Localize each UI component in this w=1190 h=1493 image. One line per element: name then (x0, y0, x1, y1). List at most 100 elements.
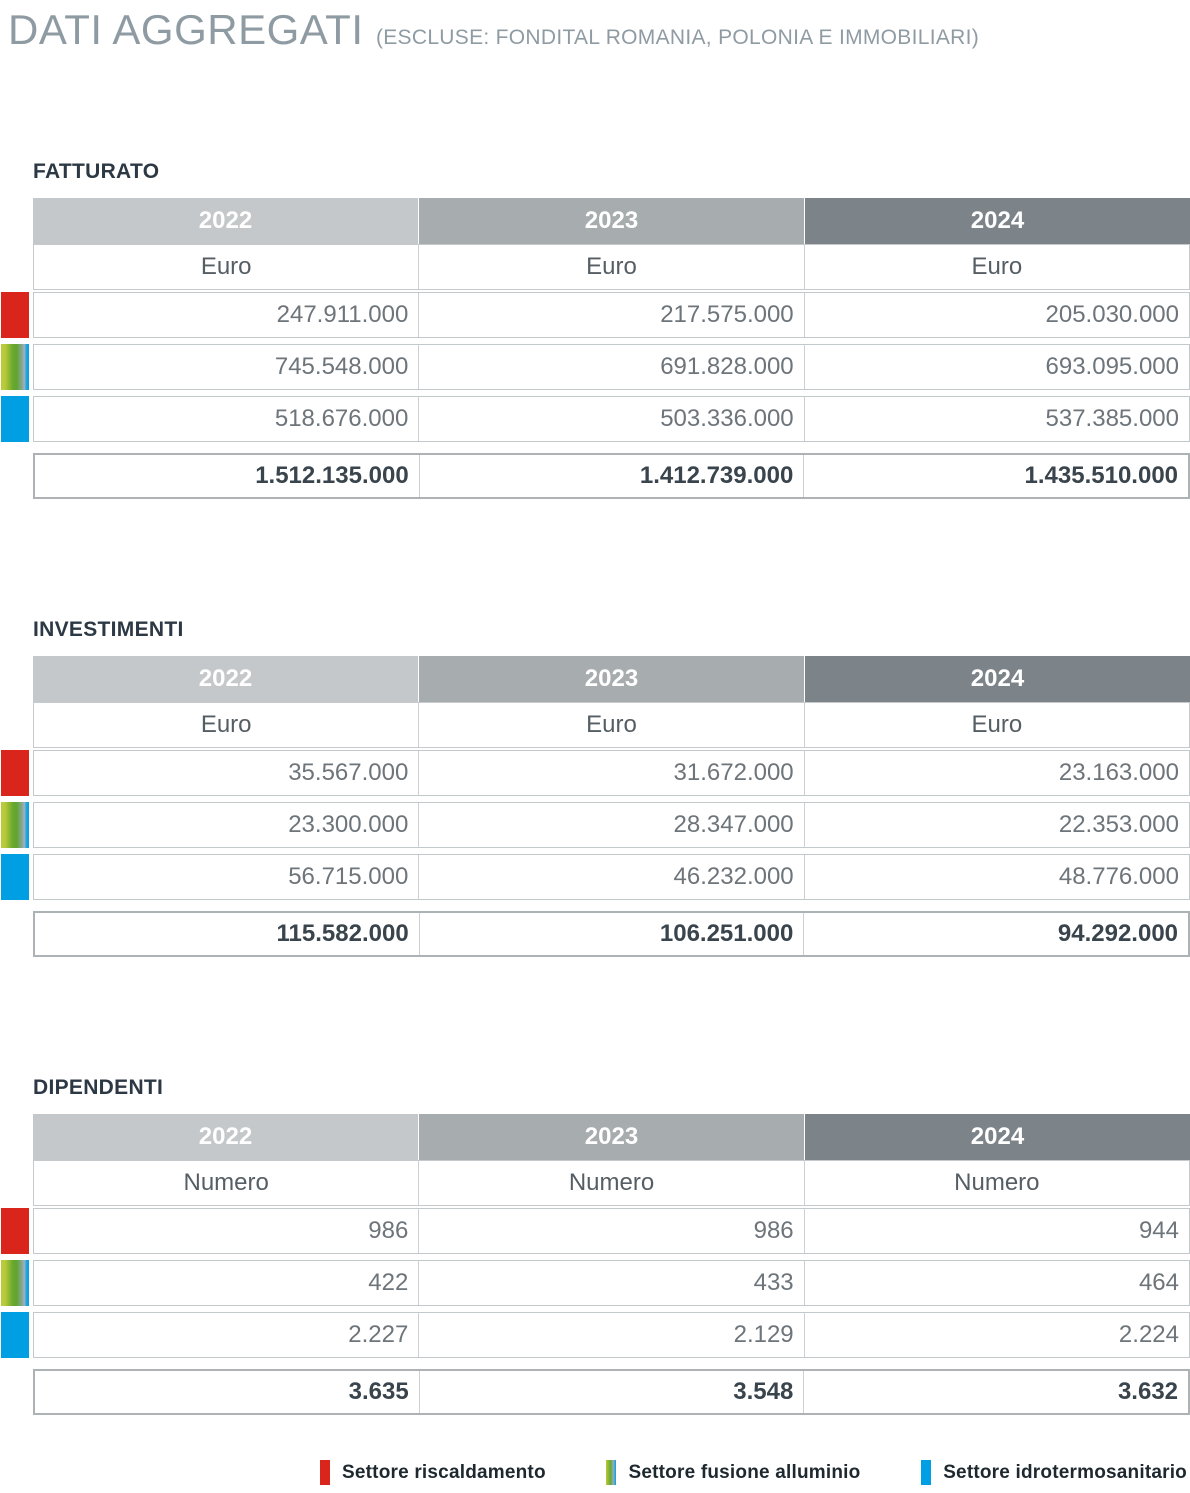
table-row-idrotermosanitario: 2.227 2.129 2.224 (1, 1312, 1190, 1358)
year-header-row: 2022 2023 2024 (33, 198, 1190, 244)
table-row-riscaldamento: 35.567.000 31.672.000 23.163.000 (1, 750, 1190, 796)
year-header-2022: 2022 (33, 198, 418, 244)
table-row-riscaldamento: 247.911.000 217.575.000 205.030.000 (1, 292, 1190, 338)
total-cell: 94.292.000 (803, 913, 1188, 955)
value-cell: 48.776.000 (803, 855, 1189, 899)
value-cell: 537.385.000 (803, 397, 1189, 441)
unit-row: Euro Euro Euro (33, 702, 1190, 748)
value-cell: 23.163.000 (803, 751, 1189, 795)
value-cell: 986 (418, 1209, 803, 1253)
section-investimenti: INVESTIMENTI 2022 2023 2024 Euro Euro Eu… (1, 618, 1190, 957)
value-cell: 31.672.000 (418, 751, 803, 795)
year-header-row: 2022 2023 2024 (33, 656, 1190, 702)
legend-swatch-fusione-alluminio (606, 1460, 617, 1485)
value-cell: 2.224 (803, 1313, 1189, 1357)
sector-marker-riscaldamento (1, 1208, 29, 1254)
value-cell: 944 (803, 1209, 1189, 1253)
sector-marker-fusione-alluminio (1, 1260, 29, 1306)
unit-row: Numero Numero Numero (33, 1160, 1190, 1206)
value-cell: 693.095.000 (803, 345, 1189, 389)
unit-cell: Euro (418, 703, 803, 747)
value-cell: 503.336.000 (418, 397, 803, 441)
total-cell: 106.251.000 (418, 913, 804, 955)
year-header-2023: 2023 (418, 198, 804, 244)
page-title-block: DATI AGGREGATI (ESCLUSE: FONDITAL ROMANI… (8, 6, 979, 54)
value-cell: 205.030.000 (803, 293, 1189, 337)
total-row: 3.635 3.548 3.632 (33, 1369, 1190, 1415)
total-row: 1.512.135.000 1.412.739.000 1.435.510.00… (33, 453, 1190, 499)
value-cell: 2.227 (348, 1321, 409, 1348)
sector-marker-riscaldamento (1, 750, 29, 796)
unit-cell: Numero (183, 1169, 269, 1196)
year-header-2023: 2023 (418, 656, 804, 702)
section-dipendenti: DIPENDENTI 2022 2023 2024 Numero Numero … (1, 1076, 1190, 1415)
table-row-idrotermosanitario: 56.715.000 46.232.000 48.776.000 (1, 854, 1190, 900)
total-row: 115.582.000 106.251.000 94.292.000 (33, 911, 1190, 957)
year-header-2024: 2024 (804, 1114, 1190, 1160)
unit-cell: Numero (803, 1161, 1189, 1205)
year-header-2022: 2022 (33, 656, 418, 702)
value-cell: 986 (368, 1217, 409, 1244)
total-cell: 115.582.000 (276, 920, 409, 947)
sector-marker-fusione-alluminio (1, 344, 29, 390)
legend-item-fusione-alluminio: Settore fusione alluminio (606, 1460, 860, 1485)
year-header-2023: 2023 (418, 1114, 804, 1160)
unit-row: Euro Euro Euro (33, 244, 1190, 290)
section-fatturato: FATTURATO 2022 2023 2024 Euro Euro Euro … (1, 160, 1190, 499)
total-cell: 1.512.135.000 (255, 462, 409, 489)
year-header-2024: 2024 (804, 198, 1190, 244)
sector-marker-idrotermosanitario (1, 396, 29, 442)
total-cell: 1.412.739.000 (418, 455, 804, 497)
page-title: DATI AGGREGATI (8, 6, 364, 53)
year-header-2024: 2024 (804, 656, 1190, 702)
total-cell: 3.632 (803, 1371, 1188, 1413)
year-header-2022: 2022 (33, 1114, 418, 1160)
unit-cell: Euro (200, 711, 252, 738)
total-cell: 3.548 (418, 1371, 804, 1413)
sector-marker-idrotermosanitario (1, 854, 29, 900)
value-cell: 433 (418, 1261, 803, 1305)
total-cell: 1.435.510.000 (803, 455, 1188, 497)
value-cell: 247.911.000 (276, 301, 409, 328)
page-subtitle: (ESCLUSE: FONDITAL ROMANIA, POLONIA E IM… (375, 26, 980, 49)
value-cell: 464 (803, 1261, 1189, 1305)
table-row-fusione-alluminio: 23.300.000 28.347.000 22.353.000 (1, 802, 1190, 848)
legend-item-riscaldamento: Settore riscaldamento (320, 1460, 546, 1485)
section-title-fatturato: FATTURATO (33, 160, 160, 183)
value-cell: 691.828.000 (418, 345, 803, 389)
section-title-dipendenti: DIPENDENTI (33, 1076, 164, 1099)
total-cell: 3.635 (348, 1378, 409, 1405)
value-cell: 2.129 (418, 1313, 803, 1357)
legend-label: Settore idrotermosanitario (943, 1461, 1187, 1483)
table-row-riscaldamento: 986 986 944 (1, 1208, 1190, 1254)
value-cell: 35.567.000 (288, 759, 409, 786)
value-cell: 23.300.000 (288, 811, 409, 838)
legend-swatch-idrotermosanitario (921, 1460, 932, 1485)
table-row-idrotermosanitario: 518.676.000 503.336.000 537.385.000 (1, 396, 1190, 442)
sector-marker-idrotermosanitario (1, 1312, 29, 1358)
sector-marker-riscaldamento (1, 292, 29, 338)
unit-cell: Euro (418, 245, 803, 289)
value-cell: 422 (368, 1269, 409, 1296)
unit-cell: Euro (803, 245, 1189, 289)
legend: Settore riscaldamento Settore fusione al… (320, 1460, 1187, 1485)
sector-marker-fusione-alluminio (1, 802, 29, 848)
unit-cell: Euro (803, 703, 1189, 747)
value-cell: 46.232.000 (418, 855, 803, 899)
table-row-fusione-alluminio: 745.548.000 691.828.000 693.095.000 (1, 344, 1190, 390)
legend-label: Settore fusione alluminio (628, 1461, 861, 1483)
value-cell: 217.575.000 (418, 293, 803, 337)
unit-cell: Numero (418, 1161, 803, 1205)
value-cell: 745.548.000 (274, 353, 409, 380)
year-header-row: 2022 2023 2024 (33, 1114, 1190, 1160)
value-cell: 56.715.000 (288, 863, 409, 890)
legend-item-idrotermosanitario: Settore idrotermosanitario (921, 1460, 1187, 1485)
value-cell: 22.353.000 (803, 803, 1189, 847)
unit-cell: Euro (200, 253, 252, 280)
value-cell: 518.676.000 (274, 405, 409, 432)
legend-swatch-riscaldamento (320, 1460, 330, 1485)
table-row-fusione-alluminio: 422 433 464 (1, 1260, 1190, 1306)
section-title-investimenti: INVESTIMENTI (33, 618, 184, 641)
value-cell: 28.347.000 (418, 803, 803, 847)
